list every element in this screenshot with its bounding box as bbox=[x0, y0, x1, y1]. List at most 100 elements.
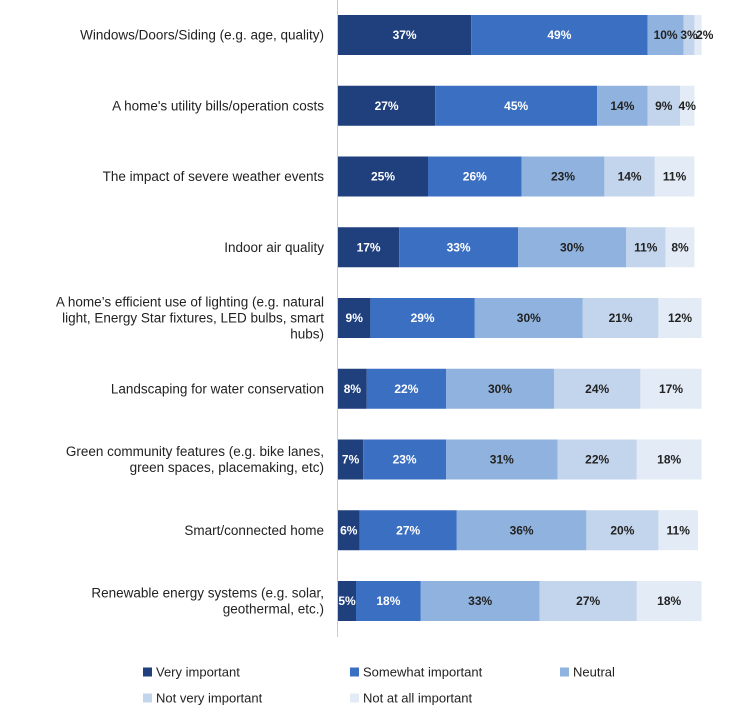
bar-segment bbox=[636, 581, 702, 621]
bar-segment bbox=[654, 156, 695, 197]
data-label: 24% bbox=[585, 382, 609, 396]
bar-segment bbox=[356, 581, 421, 621]
data-label: 36% bbox=[510, 523, 534, 537]
bar-segment bbox=[582, 298, 659, 338]
bar-segment bbox=[338, 85, 436, 126]
data-label: 26% bbox=[463, 170, 487, 184]
bar-segment bbox=[586, 510, 659, 551]
data-label: 6% bbox=[340, 523, 358, 537]
bar-segment bbox=[420, 581, 540, 621]
bar-segment bbox=[435, 85, 598, 126]
data-label: 9% bbox=[655, 99, 673, 113]
data-label: 10% bbox=[654, 28, 678, 42]
category-label: The impact of severe weather events bbox=[103, 169, 325, 184]
data-label: 8% bbox=[344, 382, 362, 396]
data-label: 23% bbox=[551, 170, 575, 184]
data-label: 30% bbox=[517, 311, 541, 325]
legend-label: Not very important bbox=[156, 691, 263, 706]
legend: Very important Somewhat important Neutral N… bbox=[143, 665, 615, 706]
data-label: 27% bbox=[576, 594, 600, 608]
legend-swatch bbox=[350, 693, 359, 703]
bar-segment bbox=[647, 15, 684, 55]
category-label: Smart/connected home bbox=[184, 523, 324, 538]
bar-segment bbox=[539, 581, 637, 621]
legend-label: Somewhat important bbox=[363, 665, 483, 680]
category-label: Windows/Doors/Siding (e.g. age, quality) bbox=[80, 28, 324, 43]
data-label: 14% bbox=[618, 170, 642, 184]
bar-segment bbox=[428, 156, 522, 197]
bar-segment bbox=[683, 15, 695, 55]
bar-segment bbox=[456, 510, 587, 551]
data-label: 22% bbox=[585, 453, 609, 467]
data-label: 49% bbox=[547, 28, 571, 42]
legend-label: Neutral bbox=[573, 665, 615, 680]
data-label: 45% bbox=[504, 99, 528, 113]
bar-segment bbox=[680, 85, 695, 126]
category-labels: Windows/Doors/Siding (e.g. age, quality)… bbox=[56, 28, 324, 617]
data-label: 33% bbox=[447, 240, 471, 254]
bar-segment bbox=[694, 15, 702, 55]
category-label: green spaces, placemaking, etc) bbox=[130, 460, 324, 475]
data-label: 2% bbox=[696, 28, 714, 42]
bar-segment bbox=[665, 227, 695, 268]
bar-segment bbox=[338, 510, 360, 551]
data-label: 37% bbox=[393, 28, 417, 42]
data-label: 9% bbox=[346, 311, 364, 325]
data-label: 3% bbox=[680, 28, 698, 42]
bar-segment bbox=[338, 368, 367, 409]
legend-swatch bbox=[143, 667, 152, 677]
category-label: Renewable energy systems (e.g. solar, bbox=[91, 586, 324, 601]
data-label: 12% bbox=[668, 311, 692, 325]
legend-label: Not at all important bbox=[363, 691, 472, 706]
bar-segment bbox=[370, 298, 475, 338]
bar-segment bbox=[626, 227, 666, 268]
bar-segment bbox=[363, 439, 446, 480]
bar-segment bbox=[518, 227, 626, 268]
bar-segment bbox=[338, 298, 371, 338]
data-label: 17% bbox=[357, 240, 381, 254]
data-label: 5% bbox=[338, 594, 356, 608]
bar-segment bbox=[338, 439, 364, 480]
category-label: hubs) bbox=[290, 327, 324, 342]
bar-segment bbox=[658, 298, 702, 338]
bar-segment bbox=[446, 439, 558, 480]
category-label: A home’s efficient use of lighting (e.g.… bbox=[56, 295, 324, 310]
bar-segment bbox=[399, 227, 518, 268]
category-label: Green community features (e.g. bike lane… bbox=[66, 444, 324, 459]
category-label: A home's utility bills/operation costs bbox=[112, 98, 324, 113]
data-label: 11% bbox=[663, 170, 687, 184]
data-label: 8% bbox=[671, 240, 689, 254]
data-label: 11% bbox=[667, 523, 691, 537]
legend-label: Very important bbox=[156, 665, 240, 680]
data-label: 27% bbox=[396, 523, 420, 537]
bar-segment bbox=[366, 368, 446, 409]
bar-segment bbox=[359, 510, 457, 551]
data-label: 11% bbox=[634, 240, 658, 254]
bar-segment bbox=[338, 15, 472, 55]
bar-segment bbox=[658, 510, 698, 551]
category-label: Indoor air quality bbox=[224, 240, 324, 255]
bar-segment bbox=[604, 156, 655, 197]
data-label: 22% bbox=[394, 382, 418, 396]
data-label: 7% bbox=[342, 453, 360, 467]
category-label: Landscaping for water conservation bbox=[111, 381, 324, 396]
data-label: 27% bbox=[375, 99, 399, 113]
data-label: 25% bbox=[371, 170, 395, 184]
data-label: 14% bbox=[610, 99, 634, 113]
legend-swatch bbox=[560, 667, 569, 677]
bar-segment bbox=[521, 156, 605, 197]
bar-segment bbox=[597, 85, 648, 126]
bar-segment bbox=[557, 439, 637, 480]
bar-segment bbox=[338, 156, 428, 197]
category-label: light, Energy Star fixtures, LED bulbs, … bbox=[62, 311, 324, 326]
data-label: 4% bbox=[679, 99, 697, 113]
bar-segment bbox=[338, 581, 356, 621]
data-label: 33% bbox=[468, 594, 492, 608]
bar-segment bbox=[338, 227, 400, 268]
bar-segment bbox=[474, 298, 583, 338]
bar-segment bbox=[554, 368, 641, 409]
bar-segment bbox=[471, 15, 648, 55]
category-label: geothermal, etc.) bbox=[223, 602, 324, 617]
data-label: 30% bbox=[560, 240, 584, 254]
